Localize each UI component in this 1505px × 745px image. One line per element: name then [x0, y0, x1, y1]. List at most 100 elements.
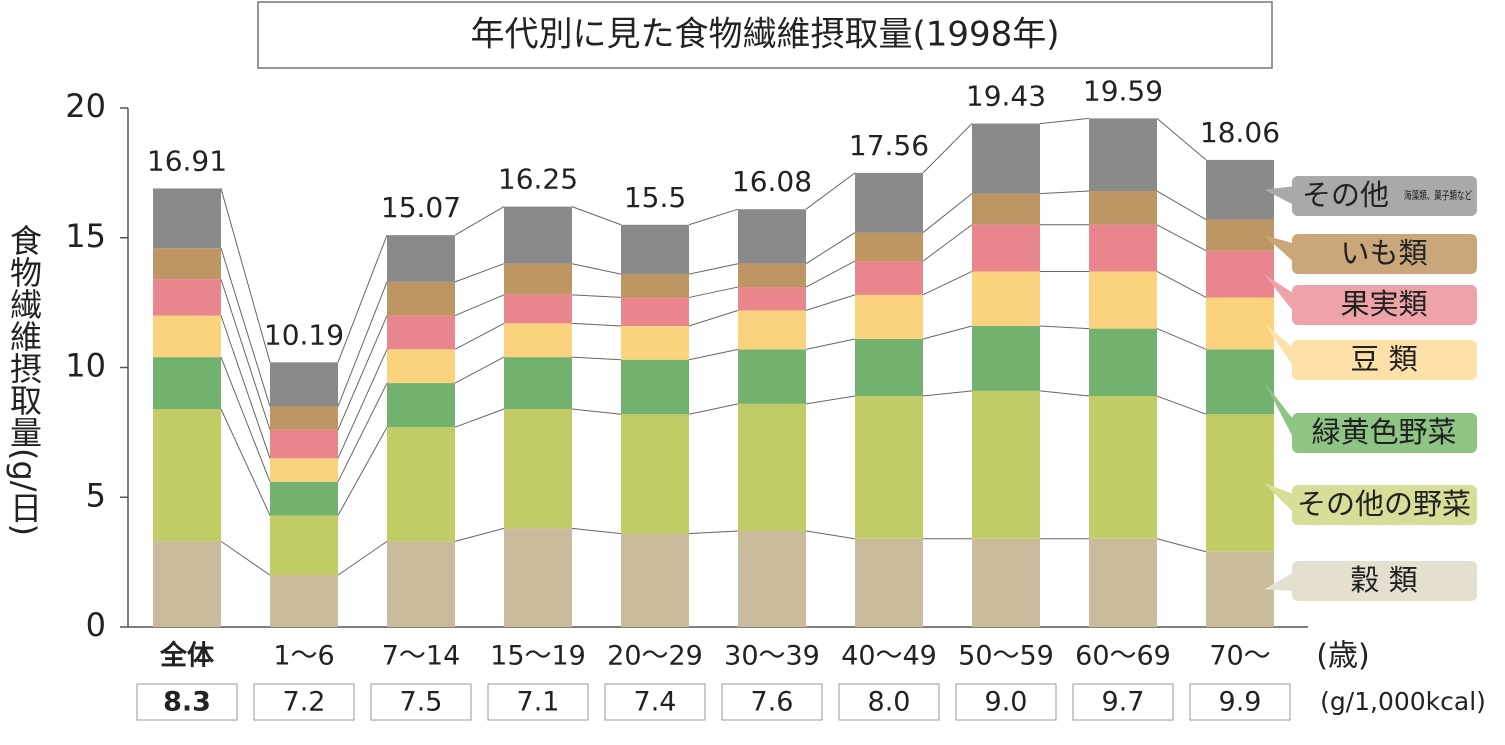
connector-line: [571, 294, 622, 298]
connector-line: [220, 540, 271, 576]
density-box: [604, 683, 706, 721]
legend-label: 果実類: [1340, 287, 1427, 321]
y-tick-label: 5: [86, 476, 106, 514]
bar-segment: [1089, 191, 1157, 225]
legend-pointer: [1264, 323, 1296, 370]
connector-line: [688, 403, 739, 415]
bar-segment: [621, 224, 689, 275]
connector-line: [805, 530, 856, 540]
legend-box: [1292, 340, 1477, 380]
connector-line: [571, 356, 622, 361]
connector-line: [337, 234, 388, 363]
bar-segment: [738, 530, 806, 627]
legend-label: 穀 類: [1350, 563, 1417, 597]
connector-line: [1156, 224, 1207, 252]
connector-line: [454, 356, 505, 384]
bar-segment: [270, 429, 338, 459]
chart-title: 年代別に見た食物繊維摂取量(1998年): [470, 15, 1059, 55]
connector-line: [1156, 271, 1207, 298]
connector-line: [337, 281, 388, 407]
connector-line: [454, 408, 505, 428]
density-box: [487, 683, 589, 721]
bar-segment: [972, 271, 1040, 326]
connector-line: [337, 540, 388, 576]
connector-line: [922, 325, 973, 340]
bar-segment: [738, 263, 806, 288]
connector-line: [337, 315, 388, 430]
bar-segment: [738, 349, 806, 404]
density-unit: (g/1,000kcal): [1320, 687, 1486, 716]
bar-segment: [1089, 396, 1157, 539]
legend-box: [1292, 176, 1477, 216]
legend-label: その他の野菜: [1297, 487, 1471, 521]
legend-box: [1292, 561, 1477, 601]
bar-segment: [153, 357, 221, 410]
bar-segment: [153, 409, 221, 542]
connector-line: [220, 188, 271, 363]
legend-label: その他: [1302, 178, 1389, 212]
connector-line: [1156, 538, 1207, 553]
total-label: 18.06: [1200, 116, 1280, 149]
total-label: 19.59: [1083, 74, 1163, 107]
legend-box: [1292, 285, 1477, 325]
connector-line: [454, 527, 505, 542]
density-label: 7.2: [283, 687, 326, 718]
connector-line: [922, 271, 973, 296]
bar-segment: [153, 188, 221, 249]
legend-box: [1292, 234, 1477, 274]
bar-segment: [855, 338, 923, 397]
connector-line: [1156, 395, 1207, 415]
connector-line: [571, 322, 622, 327]
connector-line: [805, 395, 856, 405]
bar-segment: [1089, 328, 1157, 397]
bar-segment: [1206, 297, 1274, 350]
x-tick-label: 70〜: [1209, 641, 1270, 672]
connector-line: [688, 309, 739, 327]
bar-segment: [1089, 538, 1157, 627]
bar-segment: [153, 541, 221, 627]
connector-line: [688, 348, 739, 361]
connector-line: [688, 530, 739, 535]
density-label: 7.5: [400, 687, 443, 718]
legend-pointer: [1264, 186, 1296, 206]
bar-segment: [270, 481, 338, 516]
density-label: 9.9: [1219, 687, 1262, 718]
legend-pointer: [1264, 571, 1296, 591]
density-label: 7.4: [634, 687, 677, 718]
bar-segment: [972, 538, 1040, 627]
bar-segment: [621, 325, 689, 360]
density-box: [136, 683, 238, 721]
x-tick-label: 1〜6: [273, 641, 334, 672]
bar-segment: [621, 533, 689, 627]
x-tick-label: 60〜69: [1075, 641, 1171, 672]
connector-line: [922, 193, 973, 233]
bar-segment: [387, 281, 455, 316]
x-tick-label: 40〜49: [841, 641, 937, 672]
connector-line: [922, 390, 973, 397]
connector-line: [1039, 325, 1090, 330]
connector-line: [454, 263, 505, 283]
bar-segment: [621, 359, 689, 415]
x-unit: (歳): [1316, 639, 1369, 674]
connector-line: [1039, 390, 1090, 397]
density-box: [1189, 683, 1291, 721]
y-axis-label: 食物繊維摂取量(g/日): [5, 224, 43, 536]
total-label: 15.07: [381, 191, 461, 224]
connector-line: [337, 426, 388, 516]
bar-segment: [1089, 224, 1157, 272]
bar-segment: [1206, 414, 1274, 552]
connector-line: [1156, 328, 1207, 350]
bar-segment: [270, 515, 338, 576]
connector-line: [1039, 117, 1090, 125]
bar-segment: [621, 414, 689, 534]
bar-segment: [270, 458, 338, 482]
connector-line: [571, 408, 622, 415]
bar-segment: [972, 123, 1040, 194]
density-label: 9.7: [1102, 687, 1145, 718]
connector-line: [805, 172, 856, 210]
bar-segment: [504, 294, 572, 324]
x-tick-label: 50〜59: [958, 641, 1054, 672]
bar-segment: [387, 235, 455, 282]
connector-line: [805, 338, 856, 350]
